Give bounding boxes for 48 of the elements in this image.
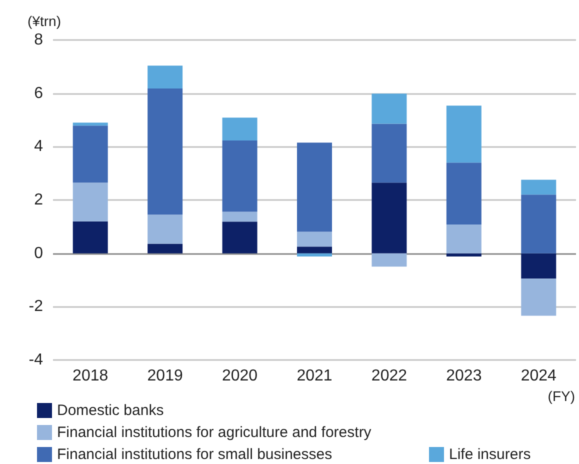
x-tick-label: 2023 bbox=[446, 368, 482, 384]
bar bbox=[521, 194, 556, 254]
bar bbox=[148, 66, 183, 89]
legend-label: Life insurers bbox=[449, 446, 531, 463]
bar bbox=[148, 214, 183, 244]
x-tick-label: 2020 bbox=[222, 368, 258, 384]
bar bbox=[446, 106, 482, 163]
y-tick-label: -4 bbox=[28, 352, 44, 368]
y-tick-label: 2 bbox=[34, 192, 44, 208]
bar bbox=[297, 232, 332, 247]
bar bbox=[521, 278, 556, 316]
bar bbox=[72, 126, 108, 183]
bar bbox=[222, 140, 258, 212]
y-axis-title: (¥trn) bbox=[28, 13, 61, 29]
bar bbox=[297, 246, 332, 254]
bar bbox=[521, 180, 556, 195]
bar bbox=[372, 253, 407, 267]
y-tick-label: 0 bbox=[34, 244, 44, 262]
bar bbox=[372, 94, 407, 124]
x-tick-label: 2024 bbox=[520, 368, 557, 384]
bar bbox=[222, 222, 258, 254]
x-axis-title: (FY) bbox=[548, 388, 576, 404]
bar bbox=[446, 224, 482, 254]
x-tick-label: 2022 bbox=[371, 368, 408, 384]
y-tick-label: -2 bbox=[28, 298, 44, 316]
legend-label: Domestic banks bbox=[57, 402, 164, 419]
x-tick-label: 2021 bbox=[296, 368, 332, 384]
bar bbox=[297, 253, 332, 257]
y-tick-label: 8 bbox=[34, 32, 44, 48]
bar bbox=[222, 118, 258, 141]
bar bbox=[72, 221, 108, 254]
bar bbox=[372, 124, 407, 183]
legend-label: Financial institutions for small businesses bbox=[57, 446, 332, 463]
bar bbox=[446, 253, 482, 257]
bar bbox=[372, 182, 407, 254]
legend-label: Financial institutions for agriculture and forestry bbox=[57, 424, 372, 441]
x-tick-label: 2018 bbox=[72, 368, 108, 384]
bar bbox=[148, 244, 183, 254]
bar bbox=[222, 212, 258, 222]
x-tick-label: 2019 bbox=[147, 368, 183, 384]
bar bbox=[521, 253, 556, 279]
bar bbox=[148, 88, 183, 215]
bar bbox=[297, 142, 332, 232]
bar bbox=[72, 122, 108, 126]
bar bbox=[446, 162, 482, 225]
y-tick-label: 4 bbox=[34, 138, 44, 156]
bar bbox=[72, 182, 108, 222]
y-tick-label: 6 bbox=[34, 84, 44, 102]
